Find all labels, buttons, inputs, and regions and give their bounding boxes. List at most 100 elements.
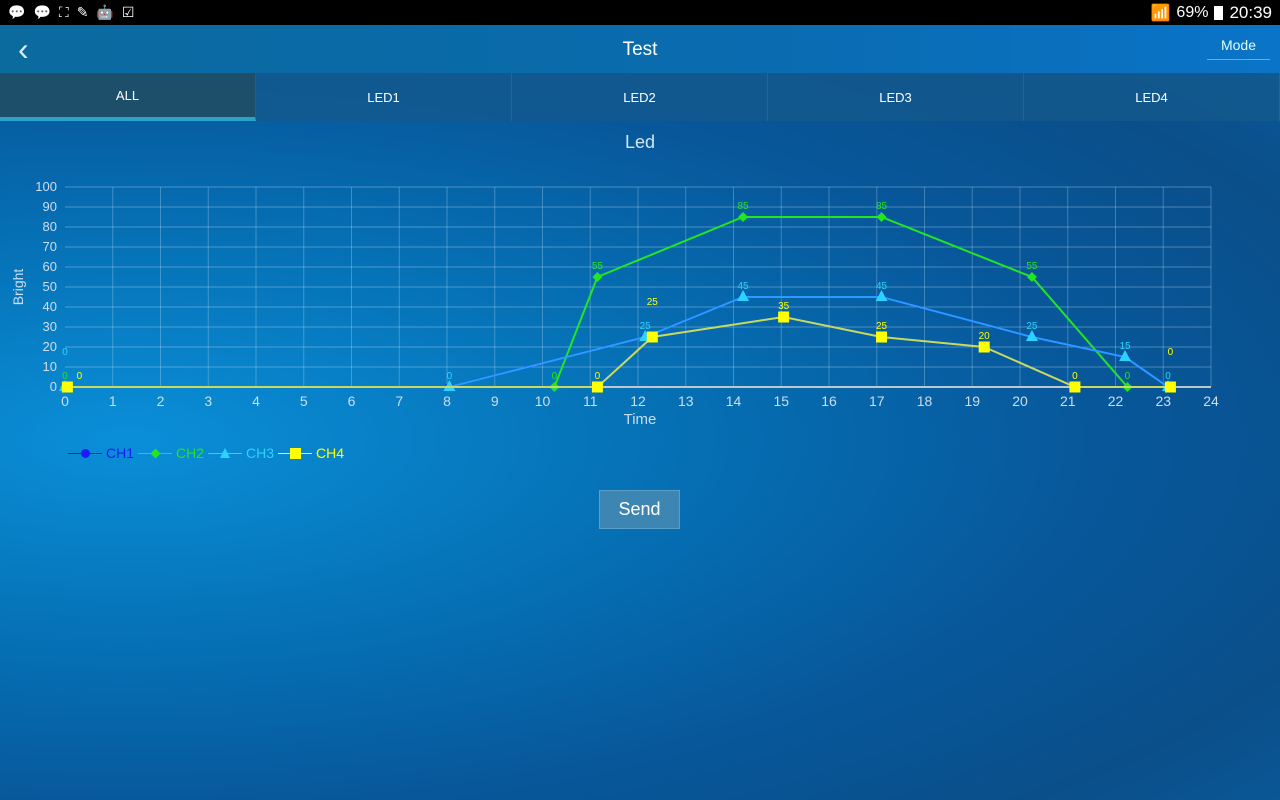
led-tabs: ALL LED1 LED2 LED3 LED4 [0,73,1280,121]
x-tick-label: 11 [583,393,598,409]
legend-label: CH1 [106,445,135,461]
y-tick-label: 20 [43,339,57,354]
data-point-ch2 [1026,272,1037,282]
page-title: Test [622,39,658,60]
data-point-ch3 [1119,350,1132,361]
series-line-ch2 [65,216,1129,388]
data-label: 55 [1026,261,1038,272]
data-point-ch2 [738,212,749,222]
clock: 20:39 [1229,2,1272,22]
x-tick-label: 22 [1108,393,1124,409]
data-label: 0 [552,371,558,382]
y-tick-label: 70 [43,239,57,254]
back-chevron-icon[interactable]: ‹ [18,31,29,67]
android-icon: 🤖 [96,4,114,20]
data-point-ch4 [876,331,888,343]
legend-label: CH3 [246,445,275,461]
data-label: 25 [1026,321,1038,332]
series-line-ch3 [65,296,1169,388]
data-point-ch3 [1025,330,1038,341]
legend-item-ch2: CH2 [138,445,204,461]
x-tick-label: 16 [821,393,837,409]
send-button[interactable]: Send [599,490,680,529]
tab-led4[interactable]: LED4 [1024,73,1280,121]
x-tick-label: 17 [869,393,885,409]
legend-triangle-icon [208,448,243,458]
tab-led2[interactable]: LED2 [512,73,768,121]
chart-legend: CH1 CH2 CH3 CH4 [68,445,344,461]
x-tick-label: 4 [252,393,260,409]
tab-led3[interactable]: LED3 [768,73,1024,121]
x-tick-label: 0 [61,393,69,409]
x-tick-label: 19 [964,393,980,409]
data-label: 0 [77,371,83,382]
mode-button[interactable]: Mode [1206,37,1270,60]
y-tick-label: 10 [43,359,57,374]
legend-item-ch1: CH1 [68,445,134,461]
series-line-ch1 [65,296,1169,388]
x-tick-label: 8 [443,393,451,409]
data-point-ch3 [737,290,750,301]
data-point-ch4 [978,341,990,353]
data-label: 20 [979,331,991,342]
data-point-ch4 [591,381,603,393]
messenger-icon: 💬 [8,4,26,20]
y-tick-label: 100 [35,179,57,194]
battery-percent: 69% [1176,3,1209,21]
x-tick-label: 13 [678,393,694,409]
data-label: 25 [876,321,888,332]
wifi-icon: 📶 [1150,4,1171,22]
data-label: 45 [876,281,888,292]
x-tick-label: 9 [491,393,499,409]
tab-all[interactable]: ALL [0,73,256,121]
data-label: 0 [447,371,453,382]
x-tick-label: 14 [726,393,742,409]
x-tick-label: 6 [348,393,356,409]
messenger-icon: 💬 [33,4,51,20]
data-label: 0 [62,347,68,358]
data-label: 85 [876,201,888,212]
data-point-ch3 [875,290,888,301]
x-tick-label: 2 [157,393,165,409]
legend-item-ch3: CH3 [208,445,274,461]
data-point-ch4 [1164,381,1176,393]
legend-item-ch4: CH4 [278,445,344,461]
data-label: 0 [1165,371,1171,382]
data-label: 45 [737,281,749,292]
series-line-ch4 [67,315,1171,388]
data-label: 0 [595,371,601,382]
y-tick-label: 30 [43,319,57,334]
legend-square-icon [278,447,313,459]
data-label: 25 [640,321,652,332]
data-label: 55 [592,261,604,272]
data-label: 25 [647,297,659,308]
leaf-icon: ✎ [76,4,89,20]
data-label: 0 [62,371,68,382]
y-axis-label: Bright [10,269,26,306]
y-tick-label: 80 [43,219,57,234]
x-tick-label: 5 [300,393,308,409]
x-tick-label: 1 [109,393,117,409]
legend-diamond-icon [138,448,173,458]
data-label: 85 [737,201,749,212]
clipboard-check-icon: ☑ [121,4,135,20]
x-tick-label: 3 [204,393,212,409]
data-point-ch2 [592,272,603,282]
app-bar: ‹ Test Mode [0,25,1280,73]
x-tick-label: 21 [1060,393,1076,409]
x-tick-label: 12 [630,393,646,409]
tab-led1[interactable]: LED1 [256,73,512,121]
data-point-ch4 [1069,381,1081,393]
legend-circle-icon [68,448,102,458]
data-label: 0 [1072,371,1078,382]
data-point-ch4 [646,331,658,343]
x-tick-label: 18 [917,393,933,409]
y-tick-label: 90 [43,199,57,214]
data-label: 15 [1119,341,1131,352]
y-tick-label: 60 [43,259,57,274]
x-tick-label: 15 [773,393,789,409]
legend-label: CH4 [316,445,345,461]
data-point-ch4 [778,311,790,323]
x-tick-label: 23 [1155,393,1171,409]
